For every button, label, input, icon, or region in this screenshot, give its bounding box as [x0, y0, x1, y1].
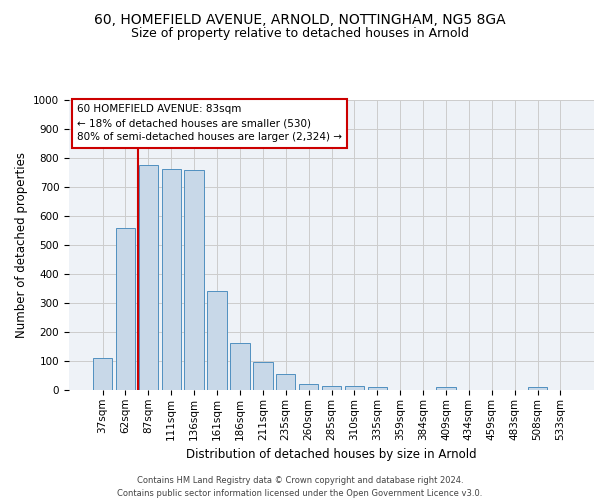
Bar	[139, 166, 158, 390]
Bar	[230, 342, 250, 390]
Bar	[528, 387, 547, 390]
Text: 60, HOMEFIELD AVENUE, ARNOLD, NOTTINGHAM, NG5 8GA: 60, HOMEFIELD AVENUE, ARNOLD, NOTTINGHAM…	[94, 12, 506, 26]
Text: 60 HOMEFIELD AVENUE: 83sqm
← 18% of detached houses are smaller (530)
80% of sem: 60 HOMEFIELD AVENUE: 83sqm ← 18% of deta…	[77, 104, 342, 142]
X-axis label: Distribution of detached houses by size in Arnold: Distribution of detached houses by size …	[186, 448, 477, 461]
Text: Contains HM Land Registry data © Crown copyright and database right 2024.
Contai: Contains HM Land Registry data © Crown c…	[118, 476, 482, 498]
Bar	[299, 384, 319, 390]
Bar	[276, 374, 295, 390]
Bar	[368, 386, 387, 390]
Bar	[161, 169, 181, 390]
Bar	[253, 362, 272, 390]
Bar	[208, 290, 227, 390]
Bar	[436, 387, 455, 390]
Bar	[344, 386, 364, 390]
Y-axis label: Number of detached properties: Number of detached properties	[14, 152, 28, 338]
Bar	[116, 228, 135, 390]
Text: Size of property relative to detached houses in Arnold: Size of property relative to detached ho…	[131, 28, 469, 40]
Bar	[184, 170, 204, 390]
Bar	[93, 358, 112, 390]
Bar	[322, 386, 341, 390]
